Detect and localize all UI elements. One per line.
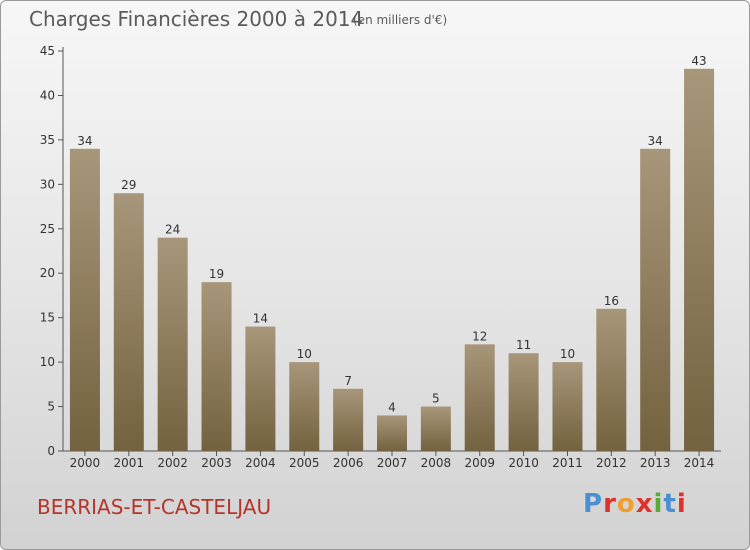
bar-2014 [684, 68, 715, 452]
bar-2008 [420, 406, 451, 451]
bar-2002 [157, 237, 188, 451]
data-label-2006: 7 [344, 374, 352, 388]
data-label-2008: 5 [432, 392, 440, 406]
bar-2010 [508, 353, 539, 451]
data-label-2012: 16 [604, 294, 619, 308]
x-tick-label: 2010 [508, 456, 539, 470]
data-label-2003: 19 [209, 267, 224, 281]
x-tick-label: 2004 [245, 456, 276, 470]
bar-2013 [640, 148, 671, 451]
bar-2007 [377, 415, 407, 451]
y-tick-label: 10 [40, 355, 55, 369]
data-label-2000: 34 [77, 134, 92, 148]
chart-title: Charges Financières 2000 à 2014 [29, 7, 364, 31]
y-tick-label: 5 [47, 400, 55, 414]
x-tick-label: 2002 [157, 456, 188, 470]
logo-letter: P [583, 489, 604, 519]
data-label-2014: 43 [691, 54, 706, 68]
commune-name: BERRIAS-ET-CASTELJAU [37, 495, 272, 519]
bar-2006 [333, 388, 364, 451]
data-label-2002: 24 [165, 223, 180, 237]
data-label-2007: 4 [388, 400, 396, 414]
bar-2000 [69, 148, 100, 451]
bar-2001 [113, 193, 144, 451]
logo-letter: i [676, 489, 687, 519]
x-tick-label: 2000 [70, 456, 101, 470]
bar-2005 [289, 362, 320, 451]
bar-2004 [245, 326, 276, 451]
data-label-2004: 14 [253, 312, 268, 326]
y-tick-label: 0 [47, 444, 55, 458]
data-label-2011: 10 [560, 347, 575, 361]
data-label-2001: 29 [121, 178, 136, 192]
logo-letter: x [635, 489, 654, 519]
proxiti-logo[interactable]: Proxiti [583, 489, 687, 519]
x-tick-label: 2005 [289, 456, 320, 470]
x-tick-label: 2009 [464, 456, 495, 470]
bar-2009 [464, 344, 495, 451]
x-tick-label: 2012 [596, 456, 627, 470]
y-tick-label: 30 [40, 177, 55, 191]
y-tick-label: 45 [40, 44, 55, 58]
data-label-2013: 34 [648, 134, 663, 148]
y-tick-label: 20 [40, 266, 55, 280]
logo-letter: t [663, 489, 677, 519]
x-tick-label: 2011 [552, 456, 583, 470]
x-tick-label: 2003 [201, 456, 232, 470]
data-label-2010: 11 [516, 338, 531, 352]
x-tick-label: 2013 [640, 456, 671, 470]
x-tick-label: 2014 [684, 456, 715, 470]
bar-2003 [201, 282, 232, 451]
y-tick-label: 40 [40, 88, 55, 102]
logo-letter: r [603, 489, 617, 519]
logo-letter: o [616, 489, 636, 519]
data-label-2005: 10 [297, 347, 312, 361]
logo-letter: i [653, 489, 664, 519]
y-tick-label: 25 [40, 222, 55, 236]
x-tick-label: 2001 [114, 456, 145, 470]
chart-subtitle: (en milliers d'€) [353, 13, 448, 27]
data-label-2009: 12 [472, 329, 487, 343]
bar-2012 [596, 308, 627, 451]
bar-2011 [552, 362, 583, 451]
x-tick-label: 2008 [421, 456, 452, 470]
x-tick-label: 2007 [377, 456, 408, 470]
y-tick-label: 35 [40, 133, 55, 147]
x-tick-label: 2006 [333, 456, 364, 470]
y-tick-label: 15 [40, 311, 55, 325]
